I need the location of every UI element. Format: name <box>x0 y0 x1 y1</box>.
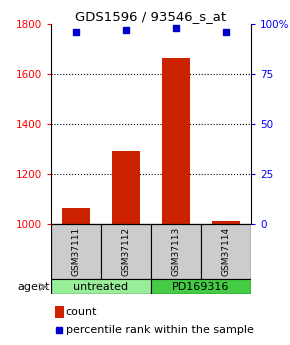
Bar <box>162 58 190 224</box>
Bar <box>51 224 251 294</box>
Title: GDS1596 / 93546_s_at: GDS1596 / 93546_s_at <box>75 10 226 23</box>
Bar <box>112 150 139 224</box>
Bar <box>62 208 90 224</box>
Text: GSM37114: GSM37114 <box>221 227 230 276</box>
Text: percentile rank within the sample: percentile rank within the sample <box>66 325 254 335</box>
Text: PD169316: PD169316 <box>172 282 229 292</box>
Bar <box>212 220 240 224</box>
Bar <box>51 279 151 294</box>
Bar <box>151 224 201 279</box>
Text: GSM37112: GSM37112 <box>121 227 130 276</box>
Bar <box>51 224 101 279</box>
Bar <box>151 279 251 294</box>
Text: untreated: untreated <box>73 282 128 292</box>
Bar <box>201 224 251 279</box>
Text: agent: agent <box>17 282 50 292</box>
Text: count: count <box>66 307 97 317</box>
Text: GSM37111: GSM37111 <box>71 227 80 276</box>
Text: GSM37113: GSM37113 <box>171 227 180 276</box>
Bar <box>101 224 151 279</box>
Bar <box>55 306 64 318</box>
